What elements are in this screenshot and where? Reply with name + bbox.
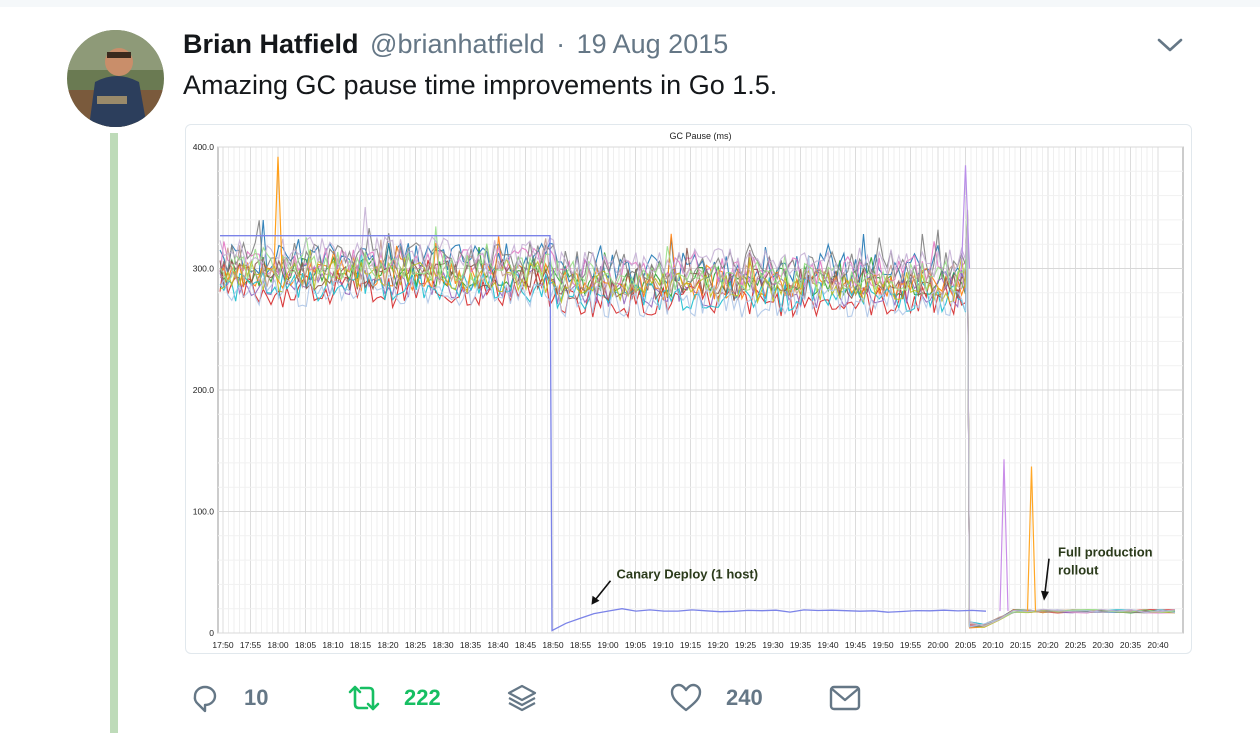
x-tick-label: 18:50 xyxy=(542,640,564,650)
annotation-rollout-line2: rollout xyxy=(1058,563,1099,578)
series-line xyxy=(219,210,1176,627)
x-tick-label: 20:25 xyxy=(1065,640,1087,650)
x-tick-label: 18:20 xyxy=(377,640,399,650)
spike-line xyxy=(960,165,971,269)
annotation-canary: Canary Deploy (1 host) xyxy=(617,567,759,582)
tweet-header: Brian Hatfield @brianhatfield · 19 Aug 2… xyxy=(183,29,728,60)
like-button[interactable]: 240 xyxy=(668,675,763,720)
chart-title: GC Pause (ms) xyxy=(669,131,731,141)
envelope-icon xyxy=(829,685,861,710)
retweet-icon xyxy=(348,685,380,710)
series-line xyxy=(219,211,1176,628)
x-tick-label: 18:40 xyxy=(487,640,509,650)
x-tick-label: 19:00 xyxy=(597,640,619,650)
x-tick-label: 19:45 xyxy=(845,640,867,650)
chart-image[interactable]: GC Pause (ms) 17:50 17:55 18:00 18:05 18:10 18… xyxy=(185,124,1192,654)
y-tick-label: 200.0 xyxy=(193,385,215,395)
x-tick-label: 17:50 xyxy=(212,640,234,650)
x-tick-label: 19:50 xyxy=(872,640,894,650)
x-tick-label: 18:15 xyxy=(350,640,372,650)
x-tick-label: 20:35 xyxy=(1120,640,1142,650)
tweet-date[interactable]: 19 Aug 2015 xyxy=(576,29,729,59)
x-tick-label: 18:55 xyxy=(570,640,592,650)
x-tick-label: 20:20 xyxy=(1037,640,1059,650)
y-tick-label: 400.0 xyxy=(193,142,215,152)
author-handle[interactable]: @brianhatfield xyxy=(370,29,545,59)
x-tick-label: 18:35 xyxy=(460,640,482,650)
retweet-count: 222 xyxy=(404,684,441,710)
chevron-down-icon[interactable] xyxy=(1155,32,1185,58)
x-tick-label: 20:30 xyxy=(1092,640,1114,650)
reply-icon xyxy=(193,685,217,712)
annotation-arrowhead xyxy=(591,595,600,605)
y-tick-label: 0 xyxy=(209,628,214,638)
x-tick-label: 20:00 xyxy=(927,640,949,650)
top-divider xyxy=(0,0,1260,7)
x-tick-label: 19:30 xyxy=(762,640,784,650)
annotation-arrow xyxy=(593,580,612,602)
series-line xyxy=(219,209,1176,626)
canary-series-line xyxy=(220,235,987,632)
x-tick-label: 19:15 xyxy=(680,640,702,650)
gc-pause-chart: GC Pause (ms) 17:50 17:55 18:00 18:05 18:10 18… xyxy=(193,131,1184,650)
separator-dot: · xyxy=(556,29,566,59)
layers-button[interactable] xyxy=(505,675,539,720)
series-line xyxy=(219,226,1176,626)
x-tick-label: 20:10 xyxy=(982,640,1004,650)
heart-icon xyxy=(670,683,702,711)
like-count: 240 xyxy=(726,684,763,710)
x-tick-label: 19:35 xyxy=(790,640,812,650)
y-tick-label: 100.0 xyxy=(193,507,215,517)
author-name[interactable]: Brian Hatfield xyxy=(183,29,359,59)
x-tick-label: 17:55 xyxy=(240,640,262,650)
annotation-arrow xyxy=(1044,558,1050,593)
annotation-arrowhead xyxy=(1041,590,1049,601)
x-tick-label: 19:05 xyxy=(625,640,647,650)
y-tick-label: 300.0 xyxy=(193,264,215,274)
tweet-text: Amazing GC pause time improvements in Go… xyxy=(183,70,778,100)
message-button[interactable] xyxy=(828,675,862,720)
annotation-rollout-line1: Full production xyxy=(1058,545,1153,560)
x-tick-label: 20:40 xyxy=(1147,640,1169,650)
layers-icon xyxy=(507,684,537,711)
x-tick-label: 18:45 xyxy=(515,640,537,650)
series-line xyxy=(219,224,1176,628)
reply-count: 10 xyxy=(244,684,269,710)
x-tick-label: 19:55 xyxy=(900,640,922,650)
x-tick-label: 20:15 xyxy=(1010,640,1032,650)
x-tick-label: 18:05 xyxy=(295,640,317,650)
x-tick-label: 18:30 xyxy=(432,640,454,650)
reply-button[interactable]: 10 xyxy=(188,675,268,720)
x-tick-label: 18:25 xyxy=(405,640,427,650)
x-tick-label: 19:10 xyxy=(652,640,674,650)
x-tick-label: 19:20 xyxy=(707,640,729,650)
x-tick-label: 18:00 xyxy=(267,640,289,650)
x-tick-label: 19:25 xyxy=(735,640,757,650)
tweet-actions: 10 222 240 xyxy=(0,675,1260,720)
retweet-button[interactable]: 222 xyxy=(346,675,441,720)
thread-line xyxy=(110,133,118,733)
x-tick-label: 20:05 xyxy=(955,640,977,650)
x-tick-label: 19:40 xyxy=(817,640,839,650)
spike-line xyxy=(999,459,1009,612)
spike-line xyxy=(273,156,283,269)
series-line xyxy=(219,207,1176,627)
x-tick-label: 18:10 xyxy=(322,640,344,650)
avatar[interactable] xyxy=(67,30,164,127)
spike-line xyxy=(1026,466,1037,612)
